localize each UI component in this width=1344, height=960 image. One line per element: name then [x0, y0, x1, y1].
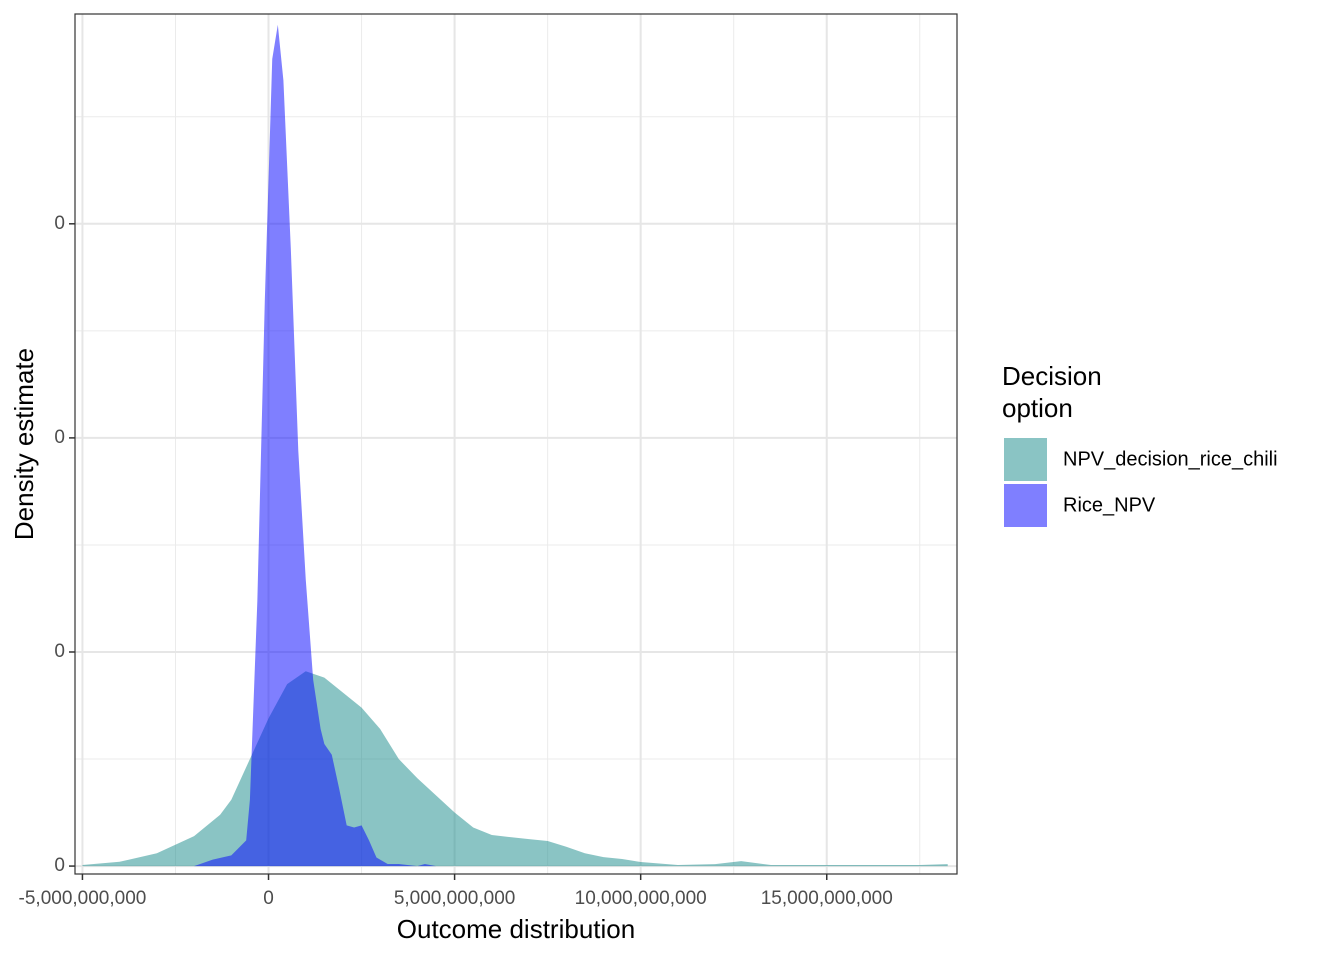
- x-tick-label: 15,000,000,000: [761, 888, 893, 909]
- y-tick-label: 0: [54, 641, 65, 662]
- legend-swatch: [1004, 438, 1047, 481]
- x-tick-label: 10,000,000,000: [575, 888, 707, 909]
- y-tick-label: 0: [54, 213, 65, 234]
- legend-swatch: [1004, 484, 1047, 527]
- plot-border: [74, 13, 958, 875]
- legend-title: Decision: [1002, 361, 1102, 391]
- x-tick-label: 5,000,000,000: [394, 888, 516, 909]
- legend-title: option: [1002, 393, 1073, 423]
- x-tick-label: 0: [263, 888, 274, 909]
- x-axis-title: Outcome distribution: [397, 914, 635, 944]
- y-axis-title: Density estimate: [9, 348, 39, 540]
- legend-label: NPV_decision_rice_chili: [1063, 448, 1278, 470]
- y-tick-label: 0: [54, 427, 65, 448]
- density-area: [82, 671, 948, 867]
- density-area: [194, 24, 436, 867]
- y-tick-label: 0: [54, 855, 65, 876]
- legend-label: Rice_NPV: [1063, 494, 1156, 516]
- x-tick-label: -5,000,000,000: [19, 888, 147, 909]
